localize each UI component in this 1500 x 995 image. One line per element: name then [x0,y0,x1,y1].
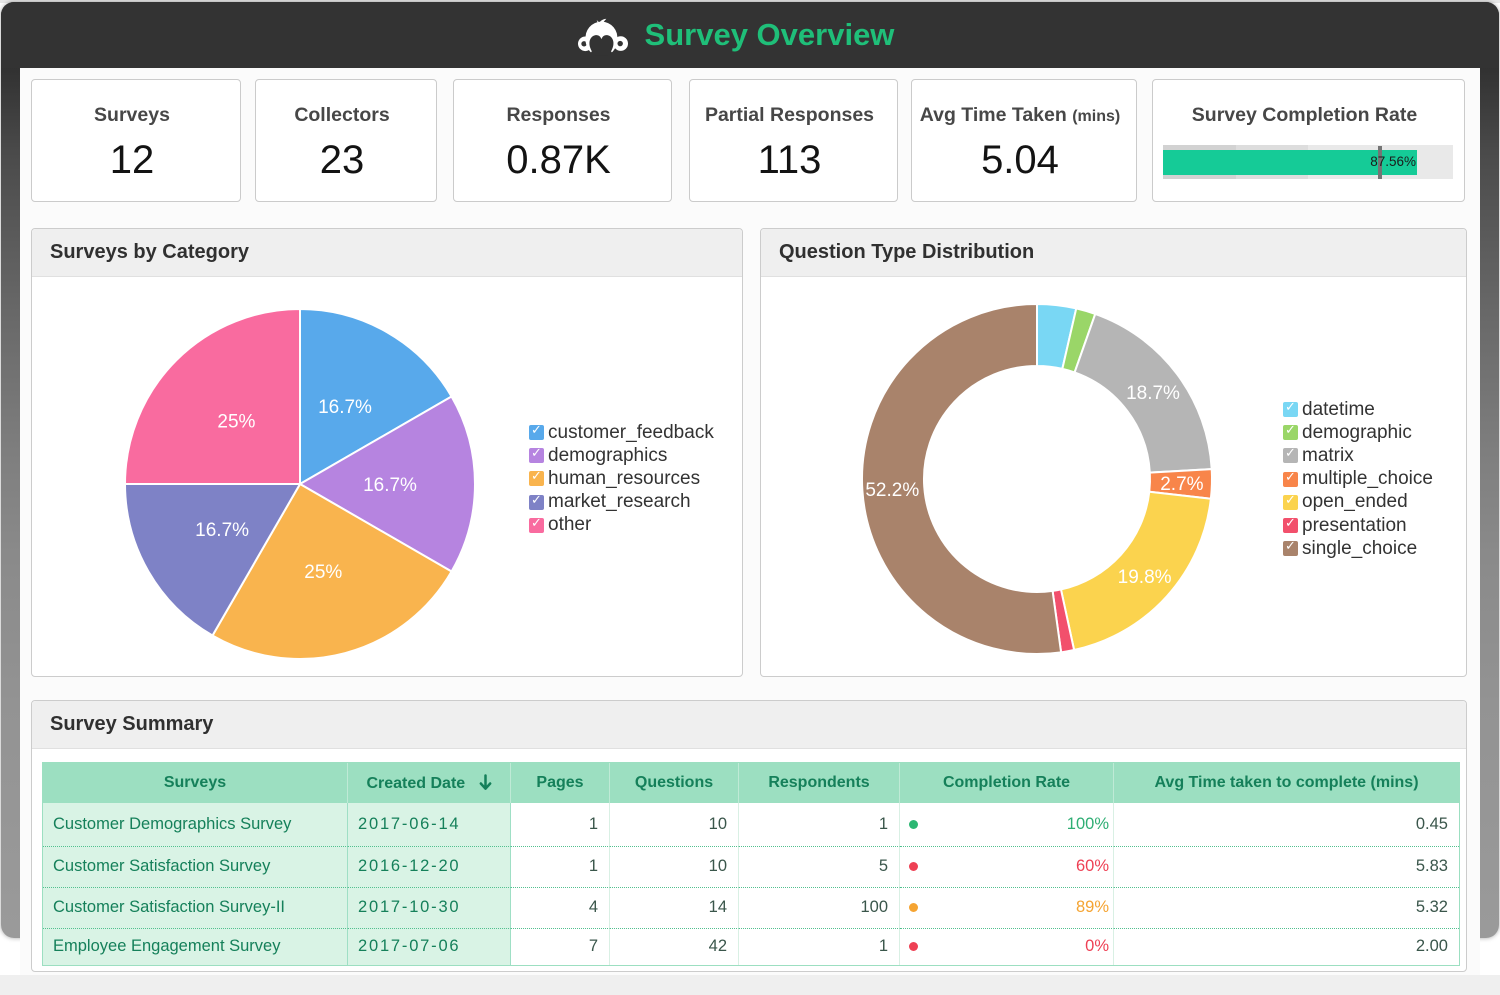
svg-text:25%: 25% [217,411,255,432]
svg-text:19.8%: 19.8% [1118,567,1172,588]
svg-text:18.7%: 18.7% [1126,383,1180,404]
svg-text:16.7%: 16.7% [363,475,417,496]
svg-text:25%: 25% [304,562,342,583]
svg-text:52.2%: 52.2% [865,480,919,501]
svg-text:2.7%: 2.7% [1160,474,1203,495]
svg-text:16.7%: 16.7% [195,520,249,541]
svg-text:16.7%: 16.7% [318,397,372,418]
